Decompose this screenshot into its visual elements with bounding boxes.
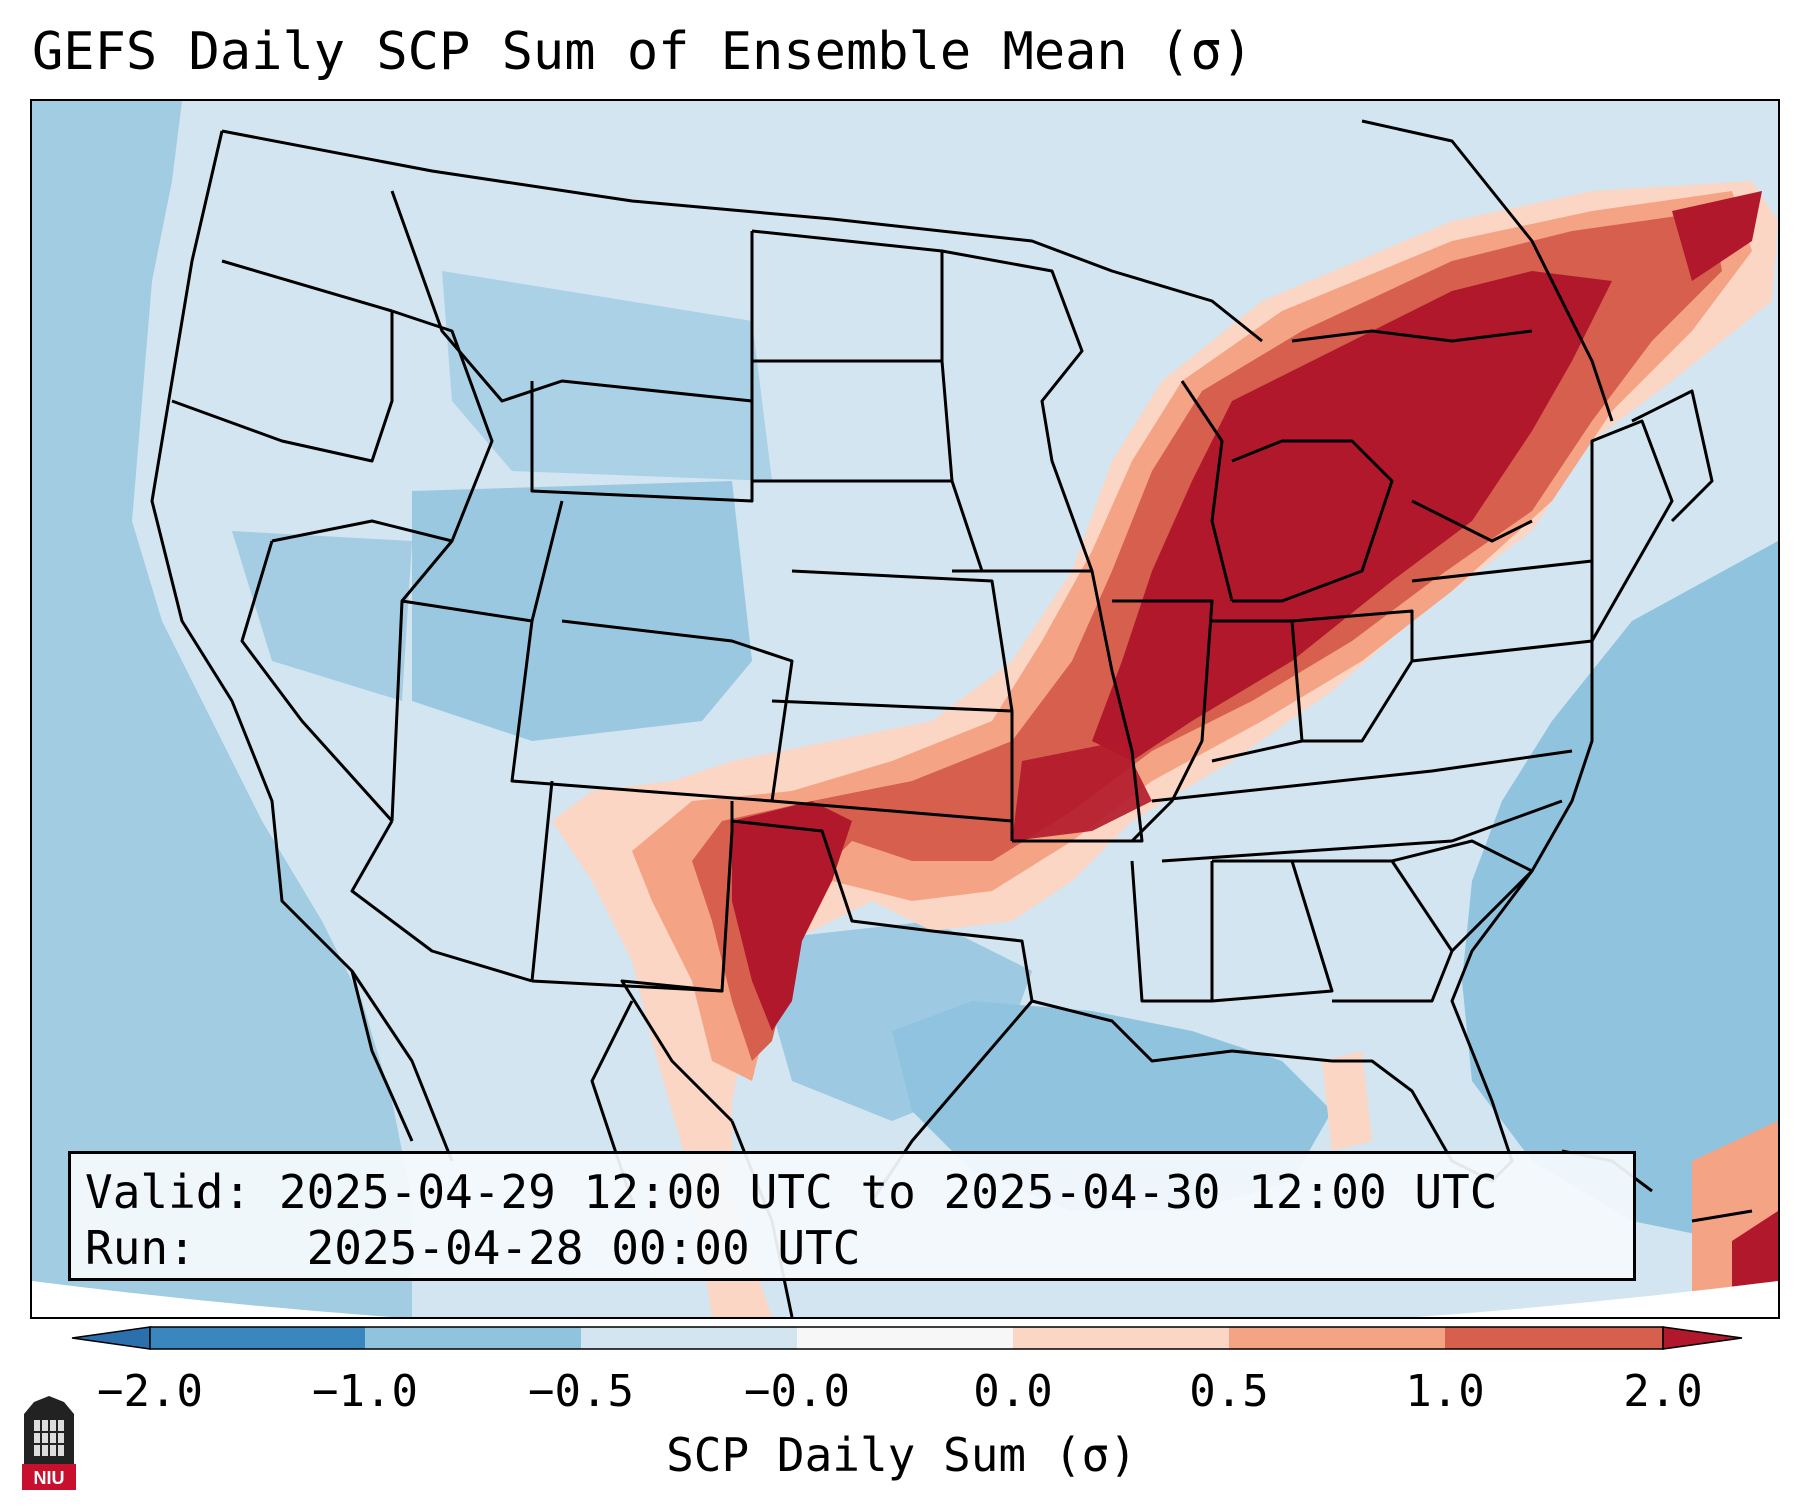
colorbar-segment xyxy=(1013,1327,1229,1349)
colorbar-tick: −1.0 xyxy=(312,1366,418,1417)
niu-logo-text: NIU xyxy=(34,1468,65,1488)
valid-line: Valid: 2025-04-29 12:00 UTC to 2025-04-3… xyxy=(85,1164,1619,1220)
colorbar-segment xyxy=(581,1327,797,1349)
colorbar-extend-low xyxy=(71,1326,151,1350)
run-line: Run: 2025-04-28 00:00 UTC xyxy=(85,1220,1619,1276)
valid-label: Valid: xyxy=(85,1165,252,1219)
niu-logo: NIU xyxy=(22,1396,76,1490)
colorbar-tick: −0.5 xyxy=(528,1366,634,1417)
map-panel: Valid: 2025-04-29 12:00 UTC to 2025-04-3… xyxy=(30,99,1780,1319)
valid-run-box: Valid: 2025-04-29 12:00 UTC to 2025-04-3… xyxy=(68,1151,1636,1281)
colorbar-extend-high xyxy=(1662,1326,1743,1350)
colorbar-tick: −2.0 xyxy=(97,1366,203,1417)
run-value: 2025-04-28 00:00 UTC xyxy=(306,1221,861,1275)
colorbar-label: SCP Daily Sum (σ) xyxy=(666,1428,1137,1482)
colorbar xyxy=(71,1326,1743,1350)
colorbar-tick: 0.5 xyxy=(1189,1366,1269,1417)
colorbar-segment xyxy=(1229,1327,1445,1349)
colorbar-segment xyxy=(797,1327,1013,1349)
colorbar-tick: 1.0 xyxy=(1405,1366,1485,1417)
colorbar-tick: −0.0 xyxy=(744,1366,850,1417)
colorbar-tick: 0.0 xyxy=(973,1366,1053,1417)
chart-title: GEFS Daily SCP Sum of Ensemble Mean (σ) xyxy=(32,22,1253,82)
run-label: Run: xyxy=(85,1221,196,1275)
valid-value: 2025-04-29 12:00 UTC to 2025-04-30 12:00… xyxy=(278,1165,1498,1219)
colorbar-segment xyxy=(1445,1327,1663,1349)
colorbar-segment xyxy=(150,1327,365,1349)
colorbar-segment xyxy=(365,1327,581,1349)
scp-map xyxy=(32,101,1778,1317)
colorbar-tick: 2.0 xyxy=(1623,1366,1703,1417)
